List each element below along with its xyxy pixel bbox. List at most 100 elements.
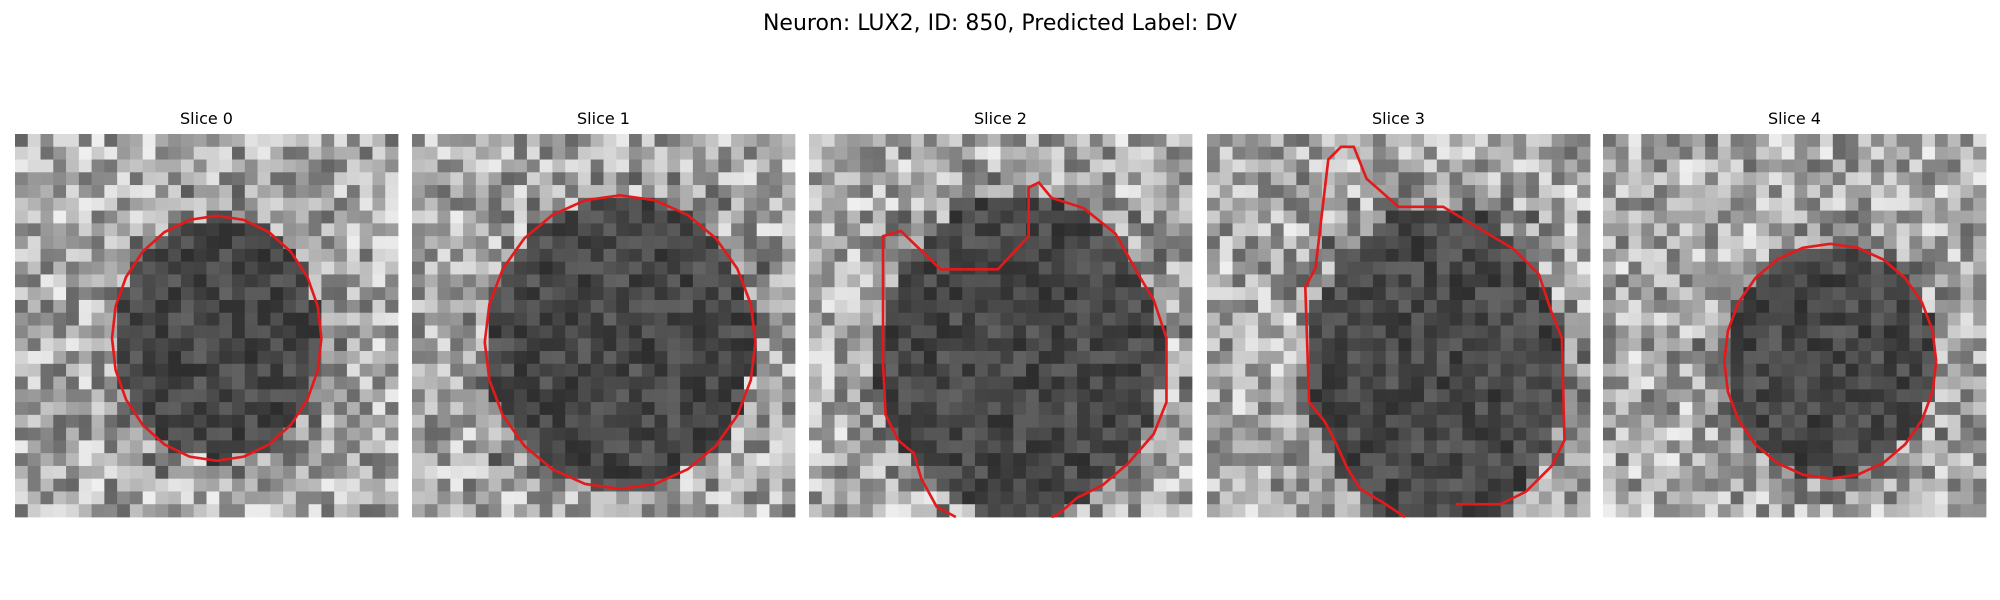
pixel <box>1603 274 1617 288</box>
pixel <box>142 312 156 326</box>
pixel <box>412 491 426 505</box>
pixel <box>1000 465 1014 480</box>
pixel <box>1411 414 1425 429</box>
pixel <box>1717 427 1732 441</box>
pixel <box>1781 261 1795 275</box>
pixel <box>412 134 426 148</box>
pixel <box>667 440 681 454</box>
pixel <box>40 363 54 377</box>
pixel <box>1038 338 1052 352</box>
pixel <box>526 478 541 492</box>
pixel <box>949 376 963 390</box>
pixel <box>40 223 54 237</box>
pixel <box>1051 172 1065 186</box>
pixel <box>180 236 195 250</box>
pixel <box>78 440 92 454</box>
pixel <box>1692 172 1706 186</box>
pixel <box>1551 414 1565 429</box>
pixel <box>1820 146 1834 160</box>
pixel <box>1947 261 1961 275</box>
pixel <box>923 453 938 467</box>
pixel <box>1934 363 1949 377</box>
pixel <box>1128 146 1142 160</box>
pixel <box>1896 504 1910 518</box>
pixel <box>1781 414 1795 429</box>
pixel <box>872 478 886 492</box>
pixel <box>860 312 874 326</box>
pixel <box>1487 172 1502 186</box>
pixel <box>142 453 156 467</box>
pixel <box>514 185 528 199</box>
pixel <box>1334 210 1348 224</box>
pixel <box>1730 376 1744 390</box>
pixel <box>346 389 361 403</box>
pixel <box>1309 453 1323 467</box>
pixel <box>117 172 131 186</box>
pixel <box>385 274 399 288</box>
pixel <box>1245 325 1259 339</box>
pixel <box>1270 465 1284 480</box>
pixel <box>1756 338 1770 352</box>
pixel <box>385 325 399 339</box>
pixel <box>15 376 29 390</box>
pixel <box>974 236 989 250</box>
pixel <box>1487 248 1502 263</box>
pixel <box>769 478 783 492</box>
pixel <box>1475 389 1489 403</box>
pixel <box>15 325 29 339</box>
pixel <box>1449 478 1463 492</box>
pixel <box>321 414 335 429</box>
pixel <box>769 210 783 224</box>
pixel <box>1475 363 1489 377</box>
pixel <box>437 440 451 454</box>
pixel <box>257 210 271 224</box>
pixel <box>450 223 464 237</box>
pixel <box>718 299 732 314</box>
pixel <box>1475 402 1489 416</box>
pixel <box>1219 325 1233 339</box>
pixel <box>1232 287 1246 301</box>
pixel <box>475 274 489 288</box>
pixel <box>1692 351 1706 365</box>
pixel <box>1922 427 1936 441</box>
pixel <box>412 287 426 301</box>
pixel <box>1026 312 1040 326</box>
pixel <box>1449 261 1463 275</box>
figure-title: Neuron: LUX2, ID: 850, Predicted Label: … <box>763 11 1237 36</box>
pixel <box>1730 159 1744 173</box>
pixel <box>1551 197 1565 211</box>
pixel <box>629 159 643 173</box>
pixel <box>463 440 477 454</box>
pixel <box>1973 172 1987 186</box>
pixel <box>667 414 681 429</box>
pixel <box>1909 491 1923 505</box>
pixel <box>821 465 835 480</box>
pixel <box>821 185 835 199</box>
pixel <box>962 287 976 301</box>
pixel <box>372 427 386 441</box>
pixel <box>1372 159 1387 173</box>
pixel <box>1283 248 1297 263</box>
pixel <box>680 134 694 148</box>
pixel <box>488 312 502 326</box>
pixel <box>1730 465 1744 480</box>
pixel <box>1538 504 1553 518</box>
pixel <box>359 185 373 199</box>
pixel <box>1909 402 1923 416</box>
pixel <box>847 236 861 250</box>
pixel <box>40 414 54 429</box>
pixel <box>1577 248 1591 263</box>
pixel <box>1820 210 1834 224</box>
pixel <box>1666 440 1680 454</box>
pixel <box>1564 376 1578 390</box>
pixel <box>1360 504 1374 518</box>
pixel <box>283 414 297 429</box>
pixel <box>769 504 783 518</box>
pixel <box>1128 185 1142 199</box>
pixel <box>1128 210 1142 224</box>
pixel <box>1679 427 1693 441</box>
pixel <box>1934 146 1949 160</box>
pixel <box>616 146 630 160</box>
pixel <box>244 185 258 199</box>
pixel <box>1449 248 1463 263</box>
